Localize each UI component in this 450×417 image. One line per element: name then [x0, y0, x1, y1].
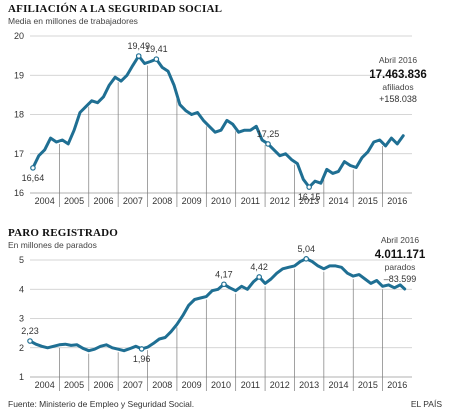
gridlines: [30, 35, 412, 194]
y-axis-ticks: 1 2 3 4 5: [19, 255, 24, 382]
y-tick-label: 20: [14, 31, 24, 41]
chart-subtitle: Media en millones de trabajadores: [8, 16, 138, 26]
point-annotations: 2,23 1,96 4,17 4,42 5,04: [21, 244, 315, 364]
year-label: 2014: [329, 196, 349, 206]
annotation-marker: [265, 141, 271, 147]
year-label: 2008: [152, 196, 172, 206]
latest-date: Abril 2016: [381, 235, 420, 245]
annotation-marker: [256, 274, 263, 280]
year-label: 2012: [270, 380, 290, 390]
year-label: 2006: [93, 196, 113, 206]
year-label: 2005: [64, 196, 84, 206]
annotation-label: 16,64: [22, 173, 45, 183]
year-label: 2011: [241, 196, 260, 206]
annotation-label: 1,96: [133, 354, 151, 364]
y-tick-label: 18: [14, 110, 24, 120]
series-line-parados: [28, 257, 407, 353]
annotation-marker: [306, 184, 312, 190]
y-tick-label: 4: [19, 284, 24, 294]
publisher-credit: EL PAÍS: [411, 399, 443, 409]
latest-date: Abril 2016: [379, 55, 418, 65]
year-label: 2008: [152, 380, 172, 390]
annotation-label: 19,49: [127, 41, 150, 51]
year-label: 2010: [211, 196, 231, 206]
year-label: 2006: [93, 380, 113, 390]
annotation-label: 16,15: [298, 192, 321, 202]
annotation-marker: [221, 281, 227, 288]
year-label: 2007: [123, 380, 143, 390]
annotation-label: 4,17: [215, 269, 233, 279]
latest-info-box: Abril 2016 4.011.171 parados –83.599: [375, 235, 426, 284]
source-note: Fuente: Ministerio de Empleo y Seguridad…: [8, 399, 194, 409]
annotation-label: 5,04: [297, 244, 315, 254]
annotation-label: 19,41: [145, 44, 168, 54]
annotation-marker: [135, 53, 142, 59]
latest-value: 17.463.836: [369, 69, 427, 81]
year-label: 2009: [182, 380, 202, 390]
y-tick-label: 2: [19, 343, 24, 353]
y-tick-label: 16: [14, 188, 24, 198]
y-tick-label: 3: [19, 314, 24, 324]
x-axis-year-labels: 2004 2005 2006 2007 2008 2009 2010 2011 2012 2013…: [35, 380, 408, 390]
year-label: 2015: [358, 380, 378, 390]
annotation-marker: [138, 346, 145, 352]
year-label: 2009: [182, 196, 202, 206]
chart-title: AFILIACIÓN A LA SEGURIDAD SOCIAL: [8, 3, 222, 15]
year-drop-lines: [59, 65, 383, 207]
y-tick-label: 1: [19, 372, 24, 382]
year-label: 2016: [387, 380, 407, 390]
annotation-label: 17,25: [257, 129, 280, 139]
chart-paro: PARO REGISTRADO En millones de parados 1…: [8, 227, 426, 391]
latest-info-box: Abril 2016 17.463.836 afiliados +158.038: [369, 55, 427, 104]
y-tick-label: 17: [14, 149, 24, 159]
latest-unit: parados: [385, 262, 416, 272]
annotation-marker: [153, 56, 160, 62]
year-label: 2015: [358, 196, 378, 206]
year-label: 2014: [329, 380, 349, 390]
chart-subtitle: En millones de parados: [8, 240, 97, 250]
latest-change: –83.599: [384, 274, 417, 284]
latest-change: +158.038: [379, 94, 417, 104]
year-label: 2004: [35, 380, 55, 390]
y-axis-ticks: 16 17 18 19 20: [14, 31, 24, 198]
year-label: 2004: [35, 196, 55, 206]
year-label: 2007: [123, 196, 143, 206]
annotation-label: 2,23: [21, 326, 39, 336]
annotation-label: 4,42: [250, 262, 268, 272]
annotation-marker: [30, 165, 36, 171]
annotation-marker: [27, 338, 33, 344]
year-label: 2011: [241, 380, 260, 390]
y-tick-label: 5: [19, 255, 24, 265]
year-label: 2005: [64, 380, 84, 390]
series-line-afiliados: [31, 54, 405, 189]
chart-afiliacion: AFILIACIÓN A LA SEGURIDAD SOCIAL Media e…: [8, 3, 427, 207]
year-label: 2013: [299, 380, 319, 390]
year-label: 2012: [270, 196, 290, 206]
year-label: 2013: [299, 196, 319, 206]
latest-unit: afiliados: [382, 82, 413, 92]
gridlines: [30, 259, 412, 378]
annotation-marker: [303, 256, 310, 262]
x-axis-year-labels: 2004 2005 2006 2007 2008 2009 2010 2011 2012 2013…: [35, 196, 408, 206]
y-tick-label: 19: [14, 70, 24, 80]
year-label: 2010: [211, 380, 231, 390]
year-label: 2016: [387, 196, 407, 206]
year-drop-lines: [59, 268, 383, 391]
latest-value: 4.011.171: [375, 249, 426, 261]
chart-title: PARO REGISTRADO: [8, 227, 118, 239]
